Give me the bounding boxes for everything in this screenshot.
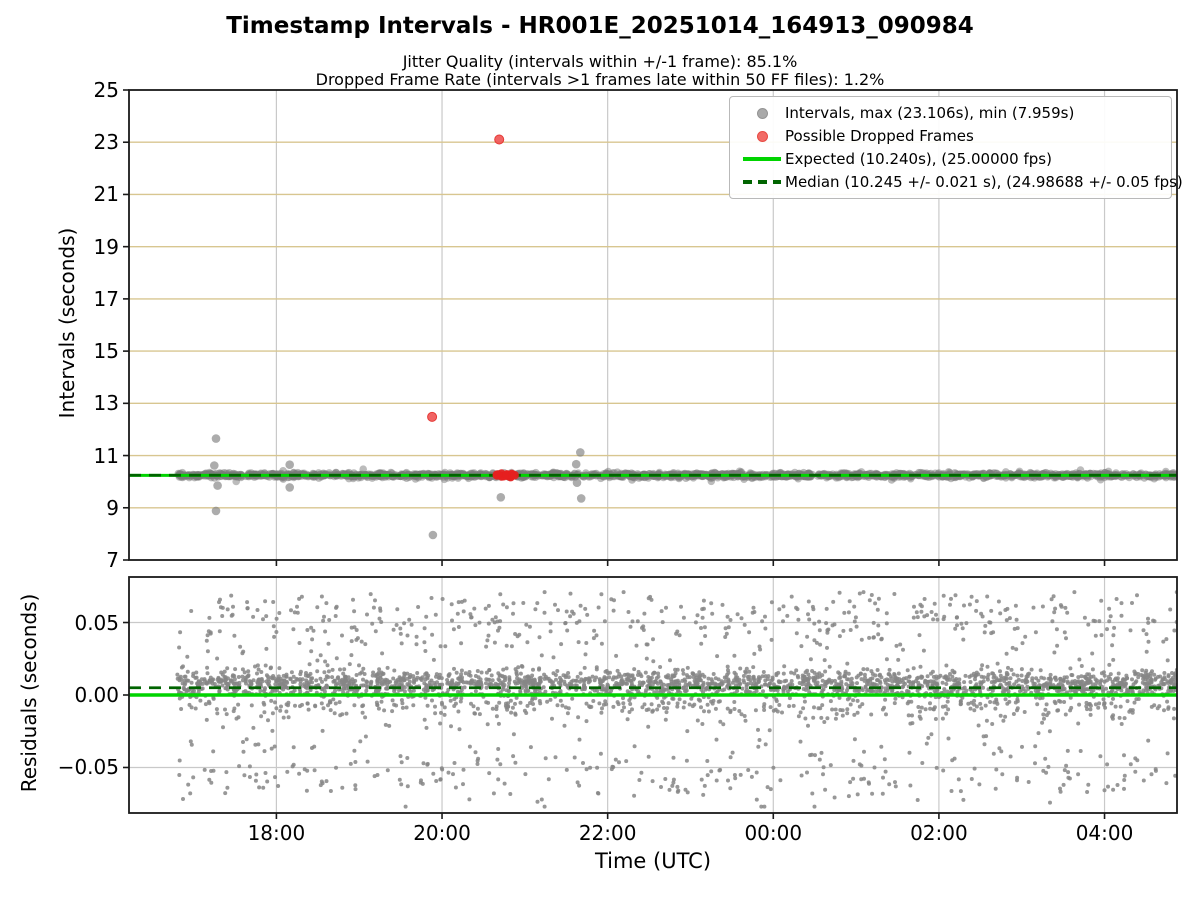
intervals-y-tick-label: 15	[93, 339, 119, 364]
legend-item-expected: Expected (10.240s), (25.00000 fps)	[739, 149, 1161, 169]
figure-subtitle-dropped-frame-rate: Dropped Frame Rate (intervals >1 frames …	[315, 70, 885, 89]
expected-line-icon	[739, 157, 785, 161]
intervals-y-tick-label: 19	[93, 234, 119, 259]
intervals-y-tick-label: 21	[93, 182, 119, 207]
median-line-icon	[739, 180, 785, 184]
x-tick-label: 00:00	[744, 821, 803, 845]
x-tick-label: 20:00	[413, 821, 471, 845]
intervals-outlier-scatter	[210, 434, 586, 540]
dropped-frames-marker-icon	[739, 130, 785, 142]
figure-subtitle-jitter-quality: Jitter Quality (intervals within +/-1 fr…	[402, 52, 798, 71]
x-tick-label: 04:00	[1075, 821, 1134, 845]
residuals-y-tick-label: 0.00	[74, 683, 119, 707]
axes-spines	[123, 89, 1178, 819]
dropped-frames-cluster	[492, 469, 519, 482]
legend-item-dropped-frames: Possible Dropped Frames	[739, 126, 1161, 146]
figure-title: Timestamp Intervals - HR001E_20251014_16…	[226, 13, 974, 39]
legend-label: Expected (10.240s), (25.00000 fps)	[785, 150, 1052, 168]
x-tick-label: 22:00	[578, 821, 637, 845]
legend-label: Possible Dropped Frames	[785, 127, 974, 145]
dropped-frames-scatter	[427, 134, 505, 422]
legend: Intervals, max (23.106s), min (7.959s) P…	[729, 96, 1183, 199]
residuals-plot-data	[129, 590, 1177, 809]
intervals-y-tick-label: 9	[106, 495, 119, 520]
intervals-y-tick-label: 17	[93, 286, 119, 311]
intervals-y-tick-label: 11	[93, 443, 119, 468]
legend-label: Intervals, max (23.106s), min (7.959s)	[785, 104, 1075, 122]
legend-item-intervals: Intervals, max (23.106s), min (7.959s)	[739, 103, 1161, 123]
intervals-y-tick-label: 23	[93, 130, 119, 155]
intervals-y-tick-label: 25	[93, 78, 119, 102]
intervals-plot-data	[129, 134, 1177, 540]
residuals-y-tick-label: 0.05	[74, 610, 119, 635]
intervals-y-tick-label: 7	[106, 548, 119, 572]
legend-label: Median (10.245 +/- 0.021 s), (24.98688 +…	[785, 173, 1183, 191]
residuals-y-tick-label: −0.05	[57, 755, 119, 780]
intervals-marker-icon	[739, 107, 785, 119]
x-axis-label: Time (UTC)	[594, 849, 712, 873]
intervals-y-tick-label: 13	[93, 391, 119, 416]
x-tick-label: 18:00	[247, 821, 306, 845]
x-tick-label: 02:00	[910, 821, 968, 845]
intervals-y-axis-label: Intervals (seconds)	[55, 227, 79, 419]
legend-item-median: Median (10.245 +/- 0.021 s), (24.98688 +…	[739, 172, 1183, 192]
